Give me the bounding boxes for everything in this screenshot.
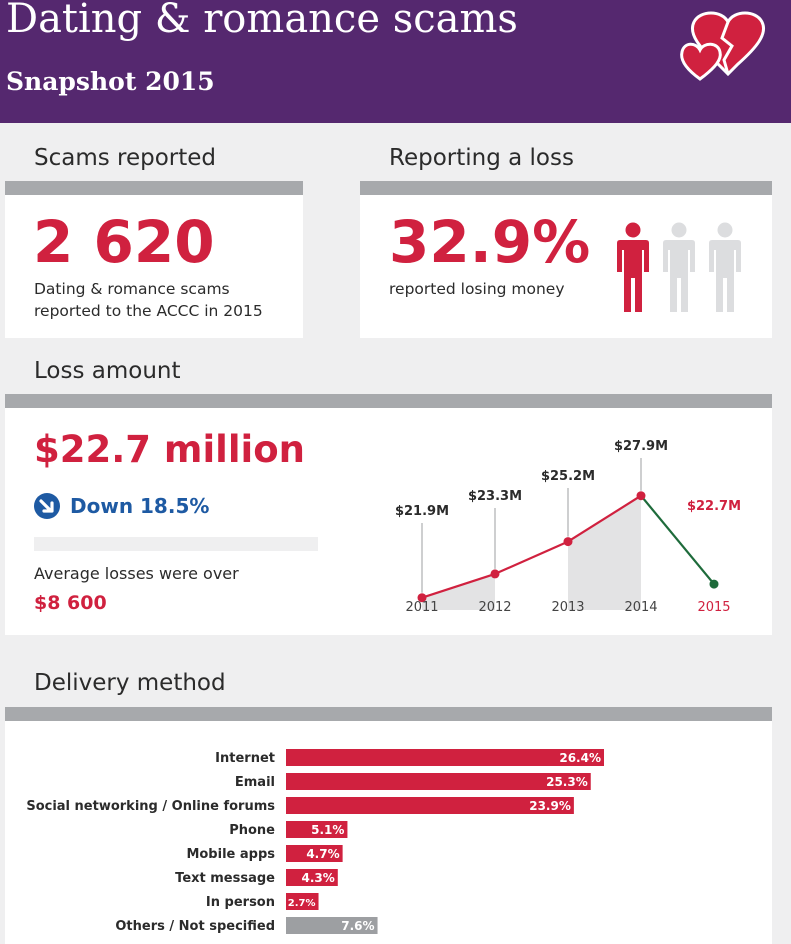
loss-description: reported losing money [389,280,565,298]
loss-amount-heading: Loss amount [34,358,181,384]
delivery-value-label: 7.6% [341,919,374,933]
page-title: Dating & romance scams [6,0,518,42]
delivery-value-label: 23.9% [529,799,571,813]
loss-value-label: $25.2M [541,469,595,484]
delivery-bar-chart: Internet 26.4% Email 25.3% Social networking… [26,749,604,934]
delivery-value-label: 2.7% [288,898,316,909]
reporting-loss-heading: Reporting a loss [389,145,574,171]
loss-year-label: 2011 [405,600,438,615]
reporting-loss-panel [360,195,772,338]
loss-value-label: $22.7M [687,499,741,514]
loss-point [417,593,427,603]
scams-count: 2 620 [33,208,215,276]
loss-line-segment [421,572,496,599]
delivery-value-label: 26.4% [559,751,601,765]
loss-amount-bar [5,394,772,408]
loss-point [563,537,573,547]
scams-reported-panel [5,195,303,338]
loss-year-label: 2014 [624,600,657,615]
header-banner: Dating & romance scams Snapshot 2015 [0,0,791,123]
delivery-category-label: Text message [175,871,275,886]
delivery-category-label: Email [235,775,275,790]
delivery-bar [286,773,591,790]
average-divider [34,537,318,551]
loss-point [490,569,500,579]
delivery-bar [286,797,574,814]
reporting-loss-bar [360,181,772,195]
delivery-bar [286,869,338,886]
loss-line-segment [567,494,642,543]
loss-point [709,579,719,589]
loss-point [636,491,646,501]
delivery-category-label: In person [206,895,275,910]
delivery-bar [286,917,378,934]
person-icon-red [617,222,649,312]
delivery-bar [286,893,319,910]
loss-value-label: $21.9M [395,504,449,519]
loss-change-text: Down 18.5% [70,494,210,518]
person-icon-grey [709,222,741,312]
delivery-bar [5,707,772,721]
page-subtitle: Snapshot 2015 [6,67,215,96]
person-icon-grey [663,222,695,312]
delivery-bar [286,821,348,838]
average-label: Average losses were over [34,564,239,583]
delivery-value-label: 5.1% [311,823,344,837]
scams-reported-heading: Scams reported [34,145,217,171]
average-value: $8 600 [34,592,107,614]
loss-value-label: $27.9M [614,439,668,454]
scams-reported-bar [5,181,303,195]
loss-line-segment [494,540,569,575]
loss-line-segment-down [640,494,715,585]
delivery-category-label: Phone [229,823,275,838]
broken-hearts-icon [680,11,765,81]
loss-change: Down 18.5% [34,493,209,519]
loss-value-label: $23.3M [468,489,522,504]
loss-year-label: 2012 [478,600,511,615]
delivery-category-label: Social networking / Online forums [26,799,275,814]
delivery-value-label: 4.7% [306,847,339,861]
delivery-value-label: 4.3% [302,871,335,885]
loss-total: $22.7 million [34,428,305,471]
loss-year-label: 2015 [697,600,730,615]
delivery-bar [286,845,343,862]
loss-year-label: 2013 [551,600,584,615]
delivery-bar [286,749,604,766]
loss-area-shade [422,573,495,610]
delivery-heading: Delivery method [34,670,226,696]
down-arrow-icon [34,493,60,519]
loss-percent: 32.9% [389,208,591,276]
delivery-category-label: Others / Not specified [115,919,275,934]
delivery-category-label: Internet [215,751,275,766]
loss-line-chart: $21.9M 2011 $23.3M 2012 $25.2M 2013 $27.9M 2014… [395,439,741,615]
loss-area-shade [568,495,641,610]
scams-description: Dating & romance scams reported to the A… [34,280,263,320]
delivery-value-label: 25.3% [546,775,588,789]
delivery-category-label: Mobile apps [186,847,275,862]
loss-amount-panel [5,408,772,635]
